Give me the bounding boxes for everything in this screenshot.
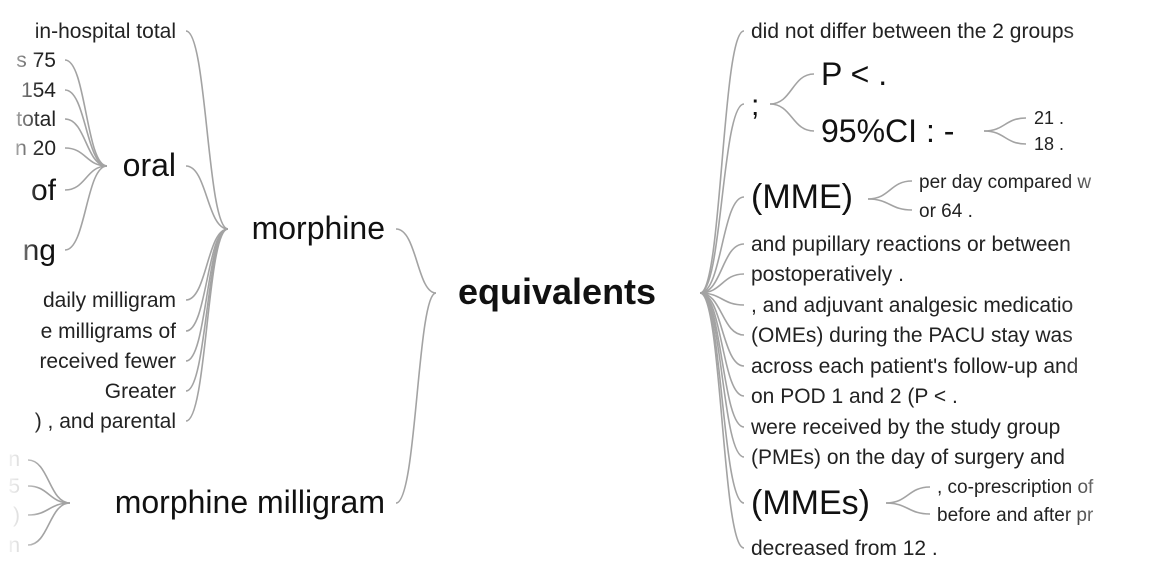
edge-center-morphine-milligram [395, 292, 437, 504]
right-child-8[interactable]: on POD 1 and 2 (P < . [751, 385, 958, 408]
center-word[interactable]: equivalents [458, 271, 656, 312]
tree-edges [27, 30, 1027, 549]
edge-oral-20 [64, 147, 108, 167]
node-oral[interactable]: oral [123, 147, 176, 183]
edge-mme-1 [867, 180, 913, 200]
node-morphine[interactable]: morphine [252, 210, 385, 246]
edge-right-4 [699, 243, 745, 294]
edge-morphine-received-fewer [185, 228, 229, 362]
node-morphine-milligram[interactable]: morphine milligram [115, 484, 385, 520]
edge-oral-of [64, 165, 108, 191]
right-child-5[interactable]: , and adjuvant analgesic medicatio [751, 294, 1073, 317]
right-child-12[interactable]: decreased from 12 . [751, 537, 938, 560]
edge-morphine-in-hospital-total [185, 30, 229, 230]
edge-mmes-2 [885, 502, 931, 515]
edge-oral-ng [64, 165, 108, 251]
right-child-3[interactable]: and pupillary reactions or between [751, 233, 1071, 256]
ci-child-1[interactable]: 18 . [1034, 134, 1064, 154]
right-child-0[interactable]: did not differ between the 2 groups [751, 20, 1074, 43]
edge-right-semicolon [699, 103, 745, 294]
right-child-mmes[interactable]: (MMEs) [751, 484, 870, 522]
edge-morphine-oral [185, 165, 229, 230]
oral-child-0[interactable]: in-hospital total [35, 20, 176, 43]
morphine-child-2[interactable]: received fewer [39, 350, 176, 373]
left-branches: morphine morphine milligram oral in-hosp… [8, 20, 385, 557]
mme-child-0[interactable]: per day compared w [919, 172, 1091, 193]
edge-right-mmes [699, 292, 745, 504]
edge-mmes-1 [885, 486, 931, 504]
ci-child-0[interactable]: 21 . [1034, 108, 1064, 128]
semicolon-p[interactable]: P < . [821, 56, 887, 92]
right-child-7[interactable]: across each patient's follow-up and [751, 355, 1078, 378]
mme-child-1[interactable]: or 64 . [919, 201, 973, 222]
edge-semicolon-ci [769, 103, 815, 132]
right-child-10[interactable]: (PMEs) on the day of surgery and [751, 446, 1065, 469]
mmes-child-0[interactable]: , co-prescription of [937, 477, 1094, 498]
right-child-9[interactable]: were received by the study group [750, 416, 1060, 439]
right-child-6[interactable]: (OMEs) during the PACU stay was [751, 324, 1073, 347]
edge-right-1 [699, 30, 745, 294]
edge-right-mme [699, 196, 745, 294]
right-fade-overlay [1060, 0, 1159, 579]
right-child-semicolon[interactable]: ; [751, 89, 759, 122]
right-child-4[interactable]: postoperatively . [751, 263, 904, 286]
morphine-child-1[interactable]: e milligrams of [41, 320, 177, 343]
edge-right-13 [699, 292, 745, 549]
right-branches: did not differ between the 2 groups ; (M… [750, 20, 1094, 560]
edge-semicolon-p [769, 73, 815, 105]
morphine-child-0[interactable]: daily milligram [43, 289, 176, 312]
morphine-child-4[interactable]: ) , and parental [35, 410, 176, 433]
left-fade-overlay [0, 0, 40, 579]
edge-morphine-daily-milligram [185, 228, 229, 301]
edge-ci-21 [983, 117, 1027, 132]
semicolon-ci[interactable]: 95%CI : - [821, 113, 954, 149]
edge-ci-18 [983, 130, 1027, 145]
edge-right-11 [699, 292, 745, 458]
edge-mme-2 [867, 198, 913, 211]
mmes-child-1[interactable]: before and after pr [937, 505, 1094, 526]
edge-center-morphine [395, 228, 437, 294]
morphine-child-3[interactable]: Greater [105, 380, 176, 403]
right-child-mme[interactable]: (MME) [751, 178, 853, 216]
edge-oral-154 [64, 89, 108, 167]
edge-morphine-and-parental [185, 228, 229, 422]
edge-morphine-greater [185, 228, 229, 392]
edge-oral-75 [64, 59, 108, 167]
